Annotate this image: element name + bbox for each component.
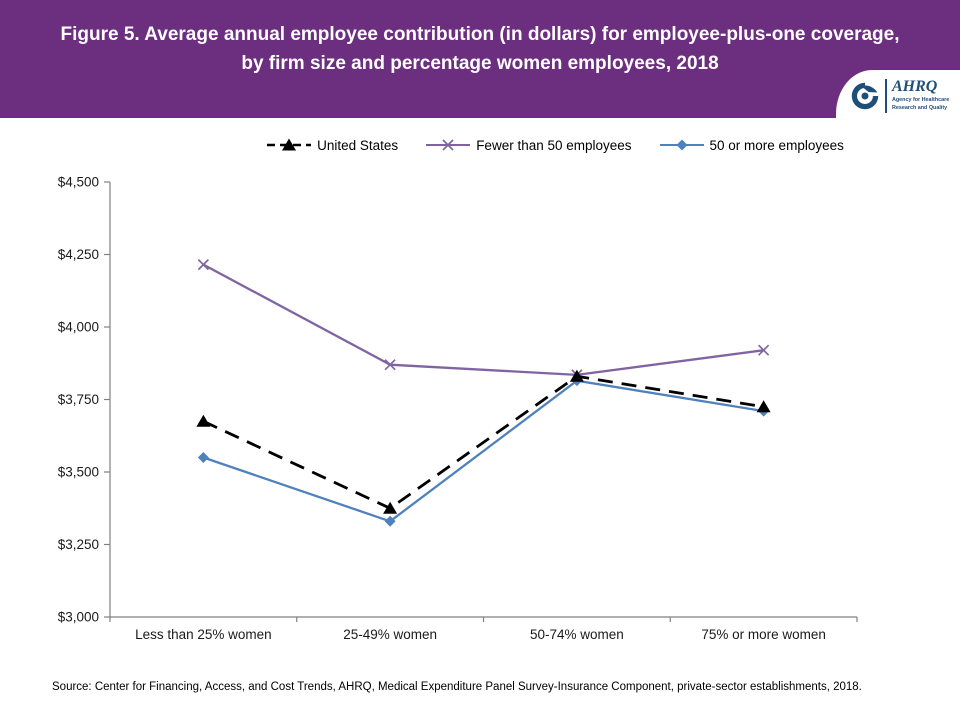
y-tick-label: $4,250 <box>58 247 99 262</box>
legend-item-50-or-more: 50 or more employees <box>659 137 844 153</box>
legend-swatch-united-states-icon <box>267 138 312 151</box>
y-tick-label: $3,500 <box>58 465 99 480</box>
x-marker <box>384 359 396 371</box>
ahrq-tagline: Agency for Healthcare Research and Quali… <box>892 97 950 111</box>
legend-swatch-50-or-more-icon <box>659 139 704 151</box>
y-tick-label: $3,250 <box>58 537 99 552</box>
legend-label: Fewer than 50 employees <box>476 137 632 153</box>
x-marker <box>442 139 454 151</box>
logo-divider <box>885 78 887 113</box>
x-category-label: 50-74% women <box>530 627 624 642</box>
legend-item-fewer-than-50: Fewer than 50 employees <box>425 137 632 153</box>
triangle-marker <box>383 501 398 514</box>
y-tick-label: $3,000 <box>58 610 99 625</box>
x-category-label: Less than 25% women <box>135 627 272 642</box>
figure-header: Figure 5. Average annual employee contri… <box>0 0 960 118</box>
x-category-label: 75% or more women <box>701 627 826 642</box>
line-chart: $3,000 $3,250 $3,500 $3,750 $4,000 $4,250 $4,5… <box>0 158 960 678</box>
ahrq-logo-text: AHRQ Agency for Healthcare Research and … <box>892 79 956 111</box>
source-note: Source: Center for Financing, Access, an… <box>52 681 862 693</box>
legend-item-united-states: United States <box>266 137 398 153</box>
ahrq-acronym: AHRQ <box>892 78 938 96</box>
series-line-fewer-than-50-employees <box>202 263 764 377</box>
chart-legend: United States Fewer than 50 employees 50… <box>0 137 960 153</box>
diamond-marker <box>197 452 209 463</box>
x-marker <box>197 259 209 271</box>
x-marker <box>758 344 770 356</box>
series-united-states <box>196 369 771 514</box>
series-line-united-states <box>202 374 764 510</box>
chart-canvas: $3,000 $3,250 $3,500 $3,750 $4,000 $4,250 $4,5… <box>58 175 858 642</box>
figure-title: Figure 5. Average annual employee contri… <box>60 24 900 75</box>
triangle-marker <box>282 138 297 151</box>
diamond-marker <box>676 139 688 151</box>
series-50-or-more-employees <box>197 375 770 527</box>
diamond-marker <box>384 515 396 527</box>
legend-swatch-fewer-than-50-icon <box>426 139 471 151</box>
ahrq-logo: AHRQ Agency for Healthcare Research and … <box>836 70 960 118</box>
triangle-marker <box>756 400 771 413</box>
series-line-50-or-more-employees <box>203 379 764 523</box>
hhs-eagle-icon <box>851 82 879 109</box>
triangle-marker <box>196 414 211 427</box>
legend-label: 50 or more employees <box>709 137 844 153</box>
series-fewer-than-50-employees <box>197 259 770 381</box>
x-category-label: 25-49% women <box>343 627 437 642</box>
legend-label: United States <box>317 137 399 153</box>
y-tick-label: $3,750 <box>58 392 99 407</box>
y-tick-label: $4,500 <box>58 175 99 190</box>
y-tick-label: $4,000 <box>58 320 99 335</box>
triangle-marker <box>569 369 584 382</box>
